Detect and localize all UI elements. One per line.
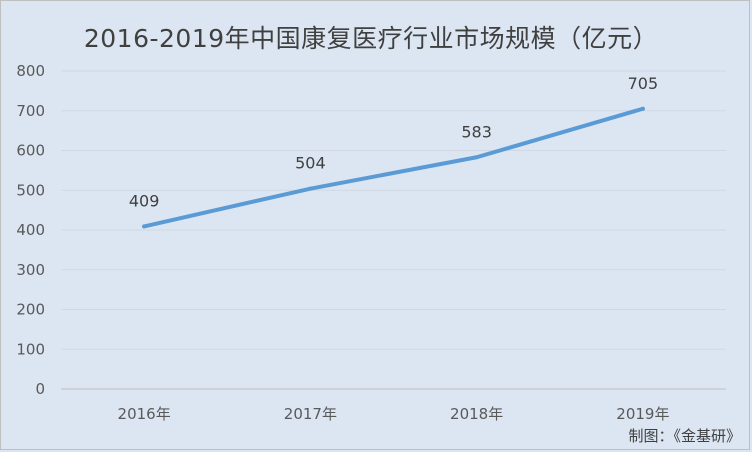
y-tick-label: 600 [16,142,45,160]
data-point [474,155,479,160]
x-tick-label: 2017年 [284,405,337,423]
chart-title: 2016-2019年中国康复医疗行业市场规模（亿元） [83,24,659,53]
data-label: 504 [295,154,326,173]
x-tick-label: 2018年 [450,405,503,423]
x-tick-label: 2016年 [118,405,171,423]
source-note: 制图：《金基研》 [628,427,741,445]
x-tick-label: 2019年 [616,405,669,423]
data-label: 705 [628,74,659,93]
y-tick-label: 400 [16,221,45,239]
series-line [142,106,645,229]
data-label: 409 [129,191,160,210]
y-tick-label: 300 [16,261,45,279]
data-point [142,224,147,229]
y-tick-label: 800 [16,62,45,80]
y-tick-label: 500 [16,181,45,199]
data-point [640,106,645,111]
y-tick-label: 700 [16,102,45,120]
data-label: 583 [461,122,492,141]
y-tick-label: 200 [16,301,45,319]
y-tick-label: 100 [16,340,45,358]
data-point [308,186,313,191]
y-tick-label: 0 [35,380,45,398]
